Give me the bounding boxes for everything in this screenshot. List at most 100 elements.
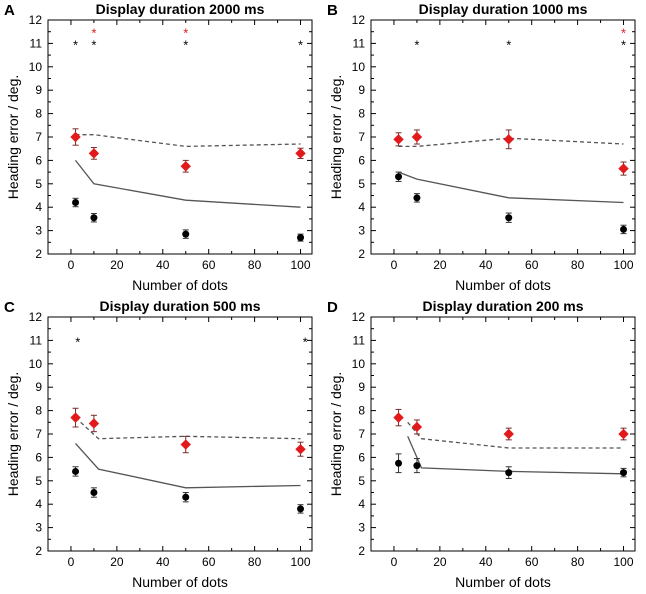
data-point-red (393, 412, 404, 423)
x-tick-label: 80 (248, 258, 262, 272)
model-line-dashed (407, 421, 624, 449)
data-point-red (393, 134, 404, 145)
y-axis-label: Heading error / deg. (5, 372, 21, 497)
plot-frame (370, 19, 636, 255)
y-tick-label: 11 (353, 333, 366, 347)
y-axis-label: Heading error / deg. (5, 75, 21, 200)
y-tick-label: 5 (358, 474, 365, 488)
y-tick-label: 5 (35, 177, 42, 191)
y-tick-label: 10 (29, 357, 43, 371)
data-point-black (395, 173, 403, 181)
plot-frame (47, 316, 313, 552)
y-tick-label: 8 (358, 404, 365, 418)
data-point-black (297, 505, 305, 513)
y-tick-label: 2 (35, 544, 42, 558)
significance-asterisk: * (414, 37, 419, 52)
y-tick-label: 7 (35, 427, 42, 441)
model-line-solid (407, 436, 624, 475)
x-tick-label: 80 (571, 258, 585, 272)
y-tick-label: 9 (358, 380, 365, 394)
significance-asterisk: * (73, 37, 78, 52)
y-axis-label: Heading error / deg. (328, 372, 344, 497)
y-tick-label: 6 (35, 450, 42, 464)
model-line-dashed (75, 134, 301, 148)
x-axis-label: Number of dots (455, 277, 551, 293)
y-tick-label: 3 (35, 224, 42, 238)
plot-frame (370, 316, 636, 552)
y-tick-label: 9 (358, 83, 365, 97)
model-line-solid (75, 442, 301, 489)
y-tick-label: 7 (358, 427, 365, 441)
panel-d: D Display duration 200 ms 2 3 4 5 6 7 8 9 10 11 12 0 2… (327, 298, 636, 590)
data-point-black (182, 230, 190, 238)
x-tick-label: 0 (391, 258, 398, 272)
y-tick-label: 11 (30, 36, 43, 50)
y-tick-label: 4 (358, 497, 365, 511)
data-point-red (618, 428, 629, 440)
y-tick-label: 6 (358, 450, 365, 464)
x-tick-label: 60 (202, 258, 216, 272)
significance-asterisk: * (621, 26, 626, 41)
y-tick-label: 12 (29, 13, 43, 27)
data-point-red (70, 131, 81, 143)
y-tick-label: 2 (358, 544, 365, 558)
x-tick-label: 100 (291, 555, 311, 569)
y-tick-label: 4 (35, 200, 42, 214)
y-tick-label: 6 (35, 153, 42, 167)
x-tick-label: 80 (571, 555, 585, 569)
y-tick-label: 9 (35, 380, 42, 394)
x-tick-label: 40 (479, 258, 493, 272)
significance-asterisk: * (91, 26, 96, 41)
x-tick-label: 60 (525, 258, 539, 272)
x-tick-label: 20 (433, 258, 447, 272)
data-point-black (395, 459, 403, 467)
significance-asterisk: * (303, 334, 308, 349)
data-point-red (411, 421, 423, 433)
panel-label: B (327, 2, 338, 19)
data-point-red (503, 428, 514, 440)
data-point-black (72, 467, 80, 475)
panel-label: D (327, 299, 338, 316)
x-tick-label: 0 (68, 555, 75, 569)
x-tick-label: 100 (614, 258, 634, 272)
panel-label: A (4, 2, 15, 19)
y-tick-label: 6 (358, 153, 365, 167)
y-tick-label: 5 (35, 474, 42, 488)
y-tick-label: 5 (358, 177, 365, 191)
model-line-dashed (75, 417, 301, 440)
y-tick-label: 12 (352, 13, 366, 27)
data-point-black (620, 469, 628, 477)
panel-c: C Display duration 500 ms 2 3 4 5 6 7 8 9 10 11 12 0 2… (4, 298, 313, 590)
data-point-red (180, 439, 191, 450)
data-point-red (295, 148, 306, 159)
x-axis-label: Number of dots (132, 574, 228, 590)
panel-label: C (4, 299, 15, 316)
data-point-black (505, 214, 513, 222)
y-tick-label: 2 (35, 247, 42, 261)
data-point-black (90, 214, 98, 222)
y-tick-label: 8 (35, 404, 42, 418)
x-axis-label: Number of dots (132, 277, 228, 293)
model-line-solid (74, 159, 301, 208)
y-tick-label: 4 (358, 200, 365, 214)
y-tick-label: 8 (358, 107, 365, 121)
x-tick-label: 20 (433, 555, 447, 569)
y-tick-label: 2 (358, 247, 365, 261)
data-point-red (70, 412, 81, 423)
data-point-black (505, 469, 513, 477)
y-tick-label: 10 (29, 60, 43, 74)
model-line-dashed (398, 137, 624, 148)
chart-title: Display duration 500 ms (99, 298, 260, 314)
chart-title: Display duration 200 ms (422, 298, 583, 314)
data-point-black (413, 462, 421, 470)
panel-b: B Display duration 1000 ms 2 3 4 5 6 7 8 9 10 11 12 0… (327, 1, 636, 293)
y-tick-label: 9 (35, 83, 42, 97)
data-point-red (180, 161, 191, 172)
y-tick-label: 3 (358, 521, 365, 535)
significance-asterisk: * (621, 37, 626, 52)
x-tick-label: 40 (156, 555, 170, 569)
x-tick-label: 0 (391, 555, 398, 569)
data-point-red (618, 163, 629, 174)
chart-title: Display duration 2000 ms (96, 1, 265, 17)
y-tick-label: 7 (35, 130, 42, 144)
